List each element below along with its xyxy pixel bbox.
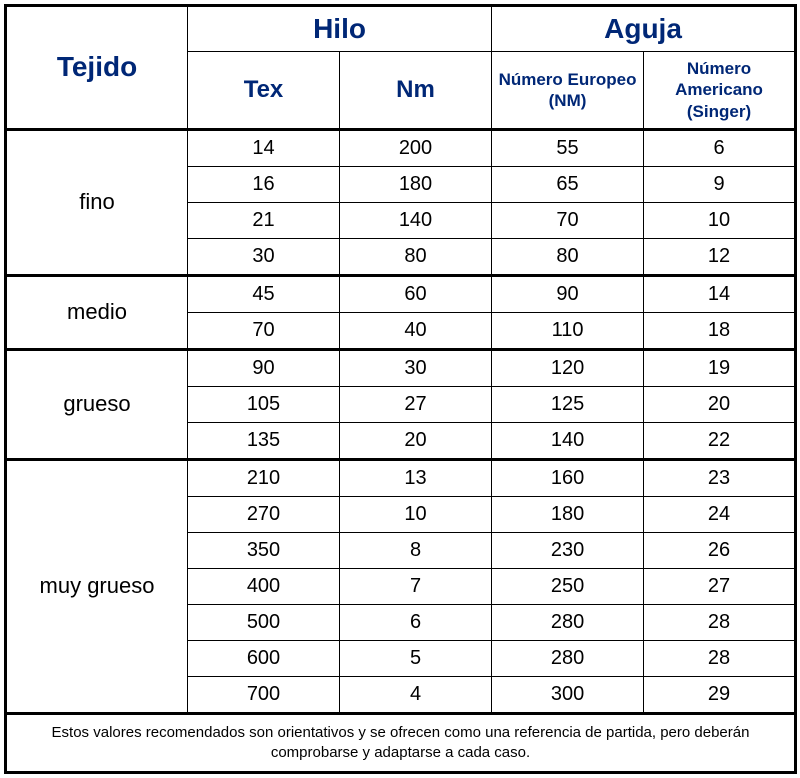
header-aguja: Aguja (492, 6, 796, 52)
cell-eur: 65 (492, 166, 644, 202)
cell-eur: 125 (492, 386, 644, 422)
cell-nm: 27 (340, 386, 492, 422)
cell-tex: 350 (188, 532, 340, 568)
header-num-europeo: Número Europeo (NM) (492, 52, 644, 130)
cell-nm: 7 (340, 568, 492, 604)
cell-amer: 23 (644, 459, 796, 496)
cell-nm: 80 (340, 238, 492, 275)
cell-eur: 70 (492, 202, 644, 238)
category-label: medio (6, 275, 188, 349)
cell-tex: 30 (188, 238, 340, 275)
cell-tex: 600 (188, 640, 340, 676)
cell-tex: 21 (188, 202, 340, 238)
cell-nm: 8 (340, 532, 492, 568)
cell-tex: 70 (188, 312, 340, 349)
cell-eur: 110 (492, 312, 644, 349)
cell-amer: 29 (644, 676, 796, 713)
cell-amer: 19 (644, 349, 796, 386)
cell-nm: 140 (340, 202, 492, 238)
cell-nm: 13 (340, 459, 492, 496)
category-label: muy grueso (6, 459, 188, 713)
cell-amer: 24 (644, 496, 796, 532)
header-nm: Nm (340, 52, 492, 130)
cell-nm: 20 (340, 422, 492, 459)
cell-amer: 6 (644, 129, 796, 166)
header-tex: Tex (188, 52, 340, 130)
cell-eur: 90 (492, 275, 644, 312)
cell-eur: 180 (492, 496, 644, 532)
cell-amer: 28 (644, 640, 796, 676)
cell-eur: 80 (492, 238, 644, 275)
cell-amer: 27 (644, 568, 796, 604)
header-num-americano: Número Americano (Singer) (644, 52, 796, 130)
table-body: fino142005561618065921140701030808012med… (6, 129, 796, 713)
cell-tex: 700 (188, 676, 340, 713)
cell-amer: 18 (644, 312, 796, 349)
cell-eur: 120 (492, 349, 644, 386)
cell-nm: 6 (340, 604, 492, 640)
cell-tex: 105 (188, 386, 340, 422)
cell-eur: 160 (492, 459, 644, 496)
cell-eur: 230 (492, 532, 644, 568)
cell-eur: 250 (492, 568, 644, 604)
cell-nm: 180 (340, 166, 492, 202)
cell-nm: 40 (340, 312, 492, 349)
header-tejido: Tejido (6, 6, 188, 130)
header-hilo: Hilo (188, 6, 492, 52)
cell-nm: 60 (340, 275, 492, 312)
thread-needle-table: Tejido Hilo Aguja Tex Nm Número Europeo … (4, 4, 797, 774)
table-header: Tejido Hilo Aguja Tex Nm Número Europeo … (6, 6, 796, 130)
cell-amer: 9 (644, 166, 796, 202)
cell-nm: 5 (340, 640, 492, 676)
cell-tex: 90 (188, 349, 340, 386)
cell-tex: 270 (188, 496, 340, 532)
cell-amer: 12 (644, 238, 796, 275)
cell-nm: 200 (340, 129, 492, 166)
cell-tex: 400 (188, 568, 340, 604)
cell-tex: 14 (188, 129, 340, 166)
cell-nm: 4 (340, 676, 492, 713)
cell-amer: 28 (644, 604, 796, 640)
table-row: medio45609014 (6, 275, 796, 312)
cell-nm: 30 (340, 349, 492, 386)
table-row: muy grueso2101316023 (6, 459, 796, 496)
category-label: fino (6, 129, 188, 275)
cell-amer: 26 (644, 532, 796, 568)
category-label: grueso (6, 349, 188, 459)
cell-amer: 20 (644, 386, 796, 422)
cell-tex: 16 (188, 166, 340, 202)
cell-amer: 22 (644, 422, 796, 459)
cell-tex: 135 (188, 422, 340, 459)
cell-eur: 280 (492, 640, 644, 676)
table-row: grueso903012019 (6, 349, 796, 386)
cell-eur: 55 (492, 129, 644, 166)
cell-tex: 45 (188, 275, 340, 312)
cell-nm: 10 (340, 496, 492, 532)
table-row: fino14200556 (6, 129, 796, 166)
cell-eur: 300 (492, 676, 644, 713)
table-footnote: Estos valores recomendados son orientati… (6, 713, 796, 773)
cell-tex: 500 (188, 604, 340, 640)
cell-amer: 10 (644, 202, 796, 238)
cell-tex: 210 (188, 459, 340, 496)
cell-amer: 14 (644, 275, 796, 312)
cell-eur: 280 (492, 604, 644, 640)
cell-eur: 140 (492, 422, 644, 459)
